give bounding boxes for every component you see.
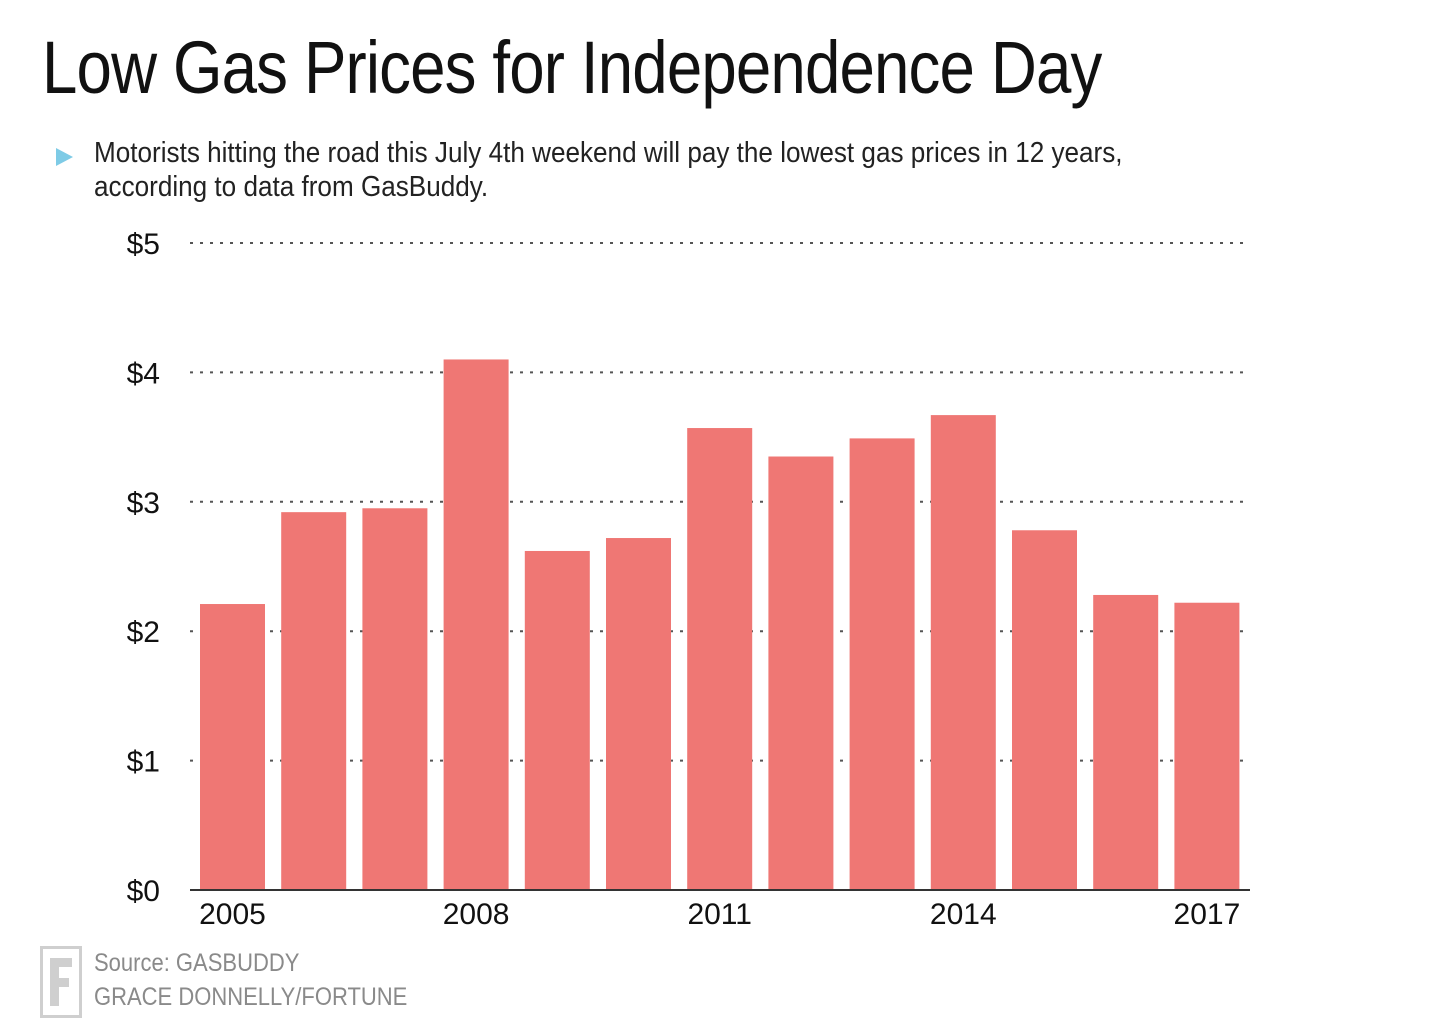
triangle-bullet-icon — [56, 148, 73, 166]
fortune-logo-icon — [40, 946, 82, 1018]
bar-chart: $0 $1 $2 $3 $4 $5 2005 2008 2011 2014 2017 — [127, 228, 1250, 931]
bar-2010 — [606, 538, 671, 890]
bar-2016 — [1093, 594, 1159, 890]
bar-2008 — [443, 359, 509, 890]
bar-2005 — [200, 604, 265, 890]
y-tick-label: $3 — [127, 487, 160, 520]
source-credit: Source: GASBUDDY GRACE DONNELLY/FORTUNE — [94, 946, 407, 1014]
bar-2013 — [849, 438, 915, 890]
bar-2011 — [687, 428, 753, 890]
subtitle-line-1: Motorists hitting the road this July 4th… — [94, 137, 1123, 169]
source-text: Source: GASBUDDY — [94, 949, 300, 977]
subtitle-line-2: according to data from GasBuddy. — [94, 171, 489, 203]
bar-2017 — [1174, 602, 1240, 890]
x-tick-label: 2017 — [1174, 898, 1241, 931]
bar-2014 — [930, 415, 996, 890]
y-tick-label: $2 — [127, 616, 160, 649]
y-tick-label: $5 — [127, 228, 160, 261]
bar-2015 — [1012, 530, 1077, 890]
credit-text: GRACE DONNELLY/FORTUNE — [94, 983, 408, 1011]
x-tick-label: 2011 — [687, 898, 752, 931]
bar-2009 — [524, 550, 590, 890]
bar-2012 — [768, 456, 834, 890]
x-tick-label: 2008 — [443, 898, 510, 931]
y-tick-label: $1 — [127, 746, 160, 779]
y-tick-label: $4 — [127, 357, 160, 390]
x-tick-label: 2014 — [930, 898, 997, 931]
chart-title: Low Gas Prices for Independence Day — [42, 26, 1102, 109]
x-tick-label: 2005 — [199, 898, 266, 931]
chart-subtitle: Motorists hitting the road this July 4th… — [94, 136, 1228, 204]
y-tick-label: $0 — [127, 875, 160, 908]
bar-2006 — [281, 512, 347, 890]
bar-2007 — [362, 508, 428, 890]
